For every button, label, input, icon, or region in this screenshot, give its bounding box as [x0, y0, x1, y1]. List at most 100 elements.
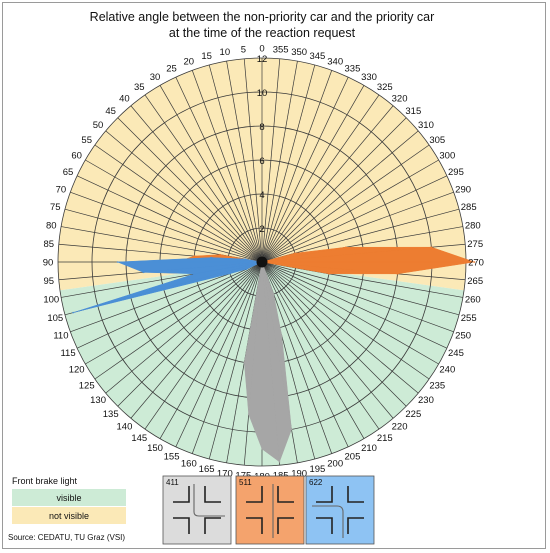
angle-label: 160: [181, 459, 197, 470]
grid-spoke: [261, 261, 439, 365]
angle-label: 165: [199, 464, 215, 475]
angle-label: 270: [468, 258, 484, 269]
grid-spoke: [261, 261, 407, 407]
angle-label: 10: [220, 47, 231, 58]
series-411-point: [243, 361, 246, 364]
grid-spoke: [208, 64, 263, 263]
grid-spoke: [76, 175, 263, 263]
angle-label: 305: [429, 135, 445, 146]
grid-spoke: [261, 261, 448, 349]
angle-label: 25: [166, 64, 177, 75]
angle-label: 100: [43, 295, 59, 306]
series-411-point: [261, 448, 263, 450]
grid-spoke: [85, 261, 263, 365]
series-622-point: [210, 256, 212, 259]
grid-spoke: [117, 261, 263, 407]
angle-label: 190: [291, 468, 307, 479]
grid-spoke: [261, 105, 394, 263]
radial-tick-label: 2: [259, 224, 264, 235]
scenario-label: 622: [309, 478, 323, 487]
data-series: [72, 246, 476, 463]
grid-spoke: [208, 261, 263, 460]
road-corner: [173, 517, 190, 534]
angle-label: 120: [69, 365, 85, 376]
angle-label: 155: [164, 451, 180, 462]
angle-label: 215: [377, 433, 393, 444]
angle-label: 260: [465, 295, 481, 306]
series-511-point: [344, 246, 347, 249]
angle-label: 70: [56, 184, 67, 195]
grid-spoke: [117, 117, 263, 263]
angle-label: 325: [377, 82, 393, 93]
grid-spoke: [175, 76, 263, 263]
grid-spoke: [261, 261, 430, 380]
grid-spoke: [105, 130, 263, 263]
series-622-point: [245, 268, 248, 270]
angle-label: 320: [392, 94, 408, 105]
angle-label: 285: [461, 202, 477, 213]
angle-label: 40: [119, 94, 130, 105]
angle-label: 65: [63, 167, 74, 178]
angle-label: 295: [448, 167, 464, 178]
angle-label: 20: [184, 56, 195, 67]
series-511-point: [328, 273, 330, 275]
series-622-point: [72, 311, 74, 314]
angle-label: 55: [81, 135, 92, 146]
angle-label: 145: [131, 433, 147, 444]
grid-spoke: [159, 85, 263, 263]
road-corner: [316, 517, 333, 534]
road-corner: [277, 517, 294, 534]
road-corner: [204, 517, 221, 534]
angle-label: 85: [44, 239, 55, 250]
grid-spoke: [261, 261, 380, 430]
angle-label: 130: [90, 395, 106, 406]
grid-spoke: [261, 175, 448, 263]
road-corner: [347, 486, 364, 503]
scenario-511: 511: [235, 475, 305, 545]
angle-label: 280: [465, 220, 481, 231]
series-411-point: [290, 428, 293, 431]
angle-label: 235: [429, 380, 445, 391]
radial-tick-label: 10: [257, 88, 268, 99]
angle-label: 290: [455, 184, 471, 195]
series-411: [243, 261, 293, 463]
grid-spoke: [261, 85, 365, 263]
angle-label: 265: [467, 276, 483, 287]
scenario-label: 411: [166, 478, 179, 487]
legend-label-visible: visible: [56, 493, 81, 503]
series-622-point: [244, 258, 247, 260]
grid-spoke: [191, 261, 263, 454]
angle-label: 210: [361, 443, 377, 454]
grid-spoke: [261, 64, 316, 263]
grid-spoke: [261, 130, 419, 263]
series-511-point: [430, 246, 433, 248]
road-corner: [204, 486, 221, 503]
series-511-point: [193, 255, 196, 257]
grid-spoke: [261, 261, 454, 333]
trajectory-arrow: [312, 505, 344, 538]
grid-spoke: [85, 159, 263, 263]
series-411-point: [247, 413, 250, 416]
scenario-label: 511: [239, 478, 252, 487]
grid-spoke: [261, 261, 365, 439]
angle-label: 60: [71, 151, 82, 162]
grid-spoke: [261, 261, 419, 394]
road-corner: [277, 486, 294, 503]
angle-label: 50: [93, 120, 104, 131]
series-511: [176, 246, 476, 275]
series-622-point: [142, 271, 145, 274]
angle-label: 75: [50, 202, 61, 213]
angle-label: 5: [241, 44, 246, 55]
grid-spoke: [94, 261, 263, 380]
hub-dot: [256, 256, 268, 268]
grid-spoke: [130, 105, 263, 263]
grid-spoke: [144, 261, 263, 430]
angle-label: 255: [461, 313, 477, 324]
angle-label: 205: [345, 451, 361, 462]
legend-title: Front brake light: [12, 476, 78, 486]
angle-label: 335: [345, 64, 361, 75]
grid-spoke: [94, 144, 263, 263]
angle-label: 250: [455, 331, 471, 342]
chart-frame: [2, 2, 546, 549]
